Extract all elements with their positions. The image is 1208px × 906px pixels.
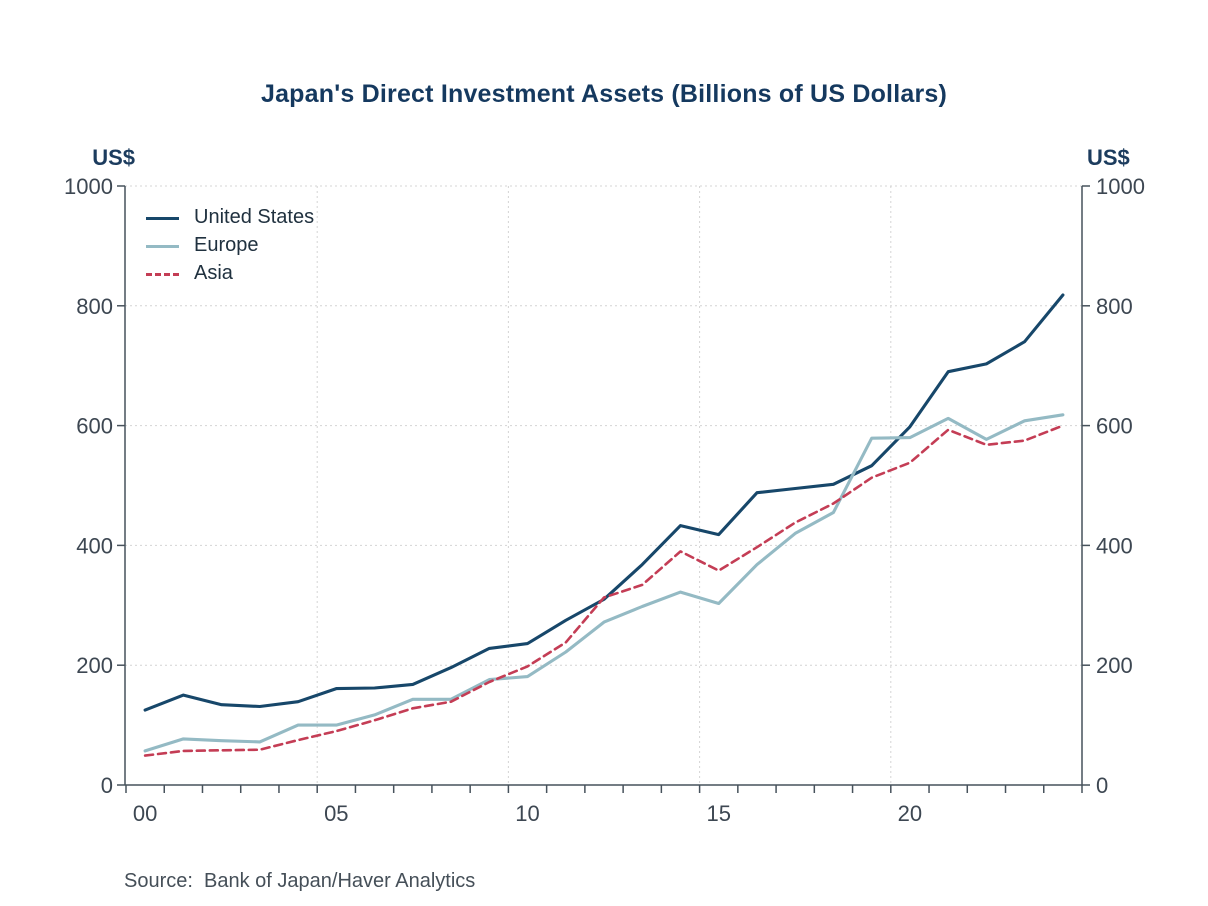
legend-label: Asia <box>194 262 233 284</box>
legend-label: Europe <box>194 234 259 256</box>
x-tick-labels: 00 05 10 15 20 <box>133 801 922 826</box>
axis-lines <box>124 186 1083 786</box>
x-tick-label: 20 <box>898 801 922 826</box>
legend-label: United States <box>194 206 315 228</box>
y-tick-label-left: 800 <box>76 294 113 319</box>
data-series <box>143 293 1065 757</box>
series-line-asia <box>143 424 1065 757</box>
y-tick-label-left: 200 <box>76 653 113 678</box>
y-tick-label-left: 1000 <box>64 174 113 199</box>
y-axis-unit-left: US$ <box>92 145 135 170</box>
x-tick-label: 10 <box>515 801 539 826</box>
chart-title: Japan's Direct Investment Assets (Billio… <box>260 80 948 108</box>
x-tick-label: 05 <box>324 801 348 826</box>
y-tick-label-right: 600 <box>1096 414 1133 439</box>
legend: United States Europe Asia <box>146 203 314 287</box>
legend-line-sample <box>146 216 179 220</box>
y-axis-unit-right: US$ <box>1087 145 1130 170</box>
legend-line-sample <box>146 244 179 248</box>
source-note: Source: Bank of Japan/Haver Analytics <box>124 870 476 892</box>
y-tick-label-right: 800 <box>1096 294 1133 319</box>
y-tick-label-left: 0 <box>101 773 113 798</box>
y-tick-label-right: 0 <box>1096 773 1108 798</box>
y-tick-label-left: 600 <box>76 414 113 439</box>
y-tick-label-right: 200 <box>1096 653 1133 678</box>
x-tick-label: 15 <box>706 801 730 826</box>
y-tick-labels-right: 0 200 400 600 800 1000 <box>1096 174 1145 798</box>
legend-item-united-states: United States <box>146 203 314 231</box>
legend-item-asia: Asia <box>146 259 314 287</box>
y-tick-label-right: 400 <box>1096 533 1133 558</box>
series-line-europe <box>143 413 1065 753</box>
y-tick-labels-left: 0 200 400 600 800 1000 <box>64 174 113 798</box>
y-tick-label-left: 400 <box>76 533 113 558</box>
legend-item-europe: Europe <box>146 231 314 259</box>
axis-ticks <box>117 185 1090 793</box>
x-tick-label: 00 <box>133 801 157 826</box>
y-tick-label-right: 1000 <box>1096 174 1145 199</box>
series-line-united-states <box>143 293 1065 712</box>
legend-line-sample <box>146 272 179 276</box>
